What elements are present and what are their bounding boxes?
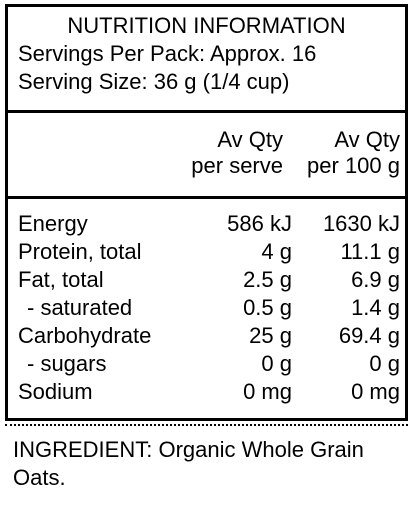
nutrient-per-100g: 0 mg <box>351 379 400 404</box>
per-100g-line2: per 100 g <box>307 153 400 178</box>
dotted-separator <box>5 424 408 426</box>
column-header-per-100g: Av Qty per 100 g <box>307 127 400 179</box>
per-serve-line1: Av Qty <box>217 127 283 152</box>
nutrient-per-serve: 0 mg <box>243 379 292 404</box>
nutrient-per-serve: 0 g <box>261 351 292 376</box>
nutrient-name: Energy <box>18 211 88 236</box>
nutrient-per-serve: 586 kJ <box>227 211 292 236</box>
panel-header: NUTRITION INFORMATION Servings Per Pack:… <box>8 7 405 110</box>
ingredients-statement: INGREDIENT: Organic Whole Grain Oats. <box>13 437 364 490</box>
column-header-per-serve: Av Qty per serve <box>191 127 283 179</box>
nutrient-row-sugars: - sugars 0 g 0 g <box>8 350 405 378</box>
nutrient-row-sodium: Sodium 0 mg 0 mg <box>8 378 405 406</box>
nutrient-per-100g: 1.4 g <box>351 295 400 320</box>
nutrient-row-carbohydrate: Carbohydrate 25 g 69.4 g <box>8 322 405 350</box>
nutrient-per-serve: 2.5 g <box>243 267 292 292</box>
nutrient-per-serve: 0.5 g <box>243 295 292 320</box>
header-divider <box>8 110 405 113</box>
nutrient-name: Protein, total <box>18 239 142 264</box>
nutrient-per-serve: 4 g <box>261 239 292 264</box>
nutrient-name: Fat, total <box>18 267 104 292</box>
nutrient-name: - sugars <box>27 351 107 376</box>
nutrition-panel: NUTRITION INFORMATION Servings Per Pack:… <box>5 4 408 421</box>
nutrient-row-fat: Fat, total 2.5 g 6.9 g <box>8 266 405 294</box>
panel-title: NUTRITION INFORMATION <box>67 13 346 38</box>
nutrient-per-100g: 6.9 g <box>351 267 400 292</box>
nutrient-name: Sodium <box>18 379 93 404</box>
servings-per-pack: Servings Per Pack: Approx. 16 <box>18 41 317 66</box>
nutrient-row-protein: Protein, total 4 g 11.1 g <box>8 238 405 266</box>
nutrient-name: - saturated <box>27 295 133 320</box>
nutrient-row-saturated: - saturated 0.5 g 1.4 g <box>8 294 405 322</box>
columns-divider <box>8 196 405 199</box>
nutrient-per-100g: 0 g <box>369 351 400 376</box>
nutrient-per-100g: 1630 kJ <box>322 211 400 236</box>
nutrient-per-serve: 25 g <box>249 323 292 348</box>
per-serve-line2: per serve <box>191 153 283 178</box>
nutrient-per-100g: 69.4 g <box>338 323 400 348</box>
nutrient-row-energy: Energy 586 kJ 1630 kJ <box>8 210 405 238</box>
nutrient-per-100g: 11.1 g <box>340 239 400 264</box>
per-100g-line1: Av Qty <box>334 127 400 152</box>
serving-size: Serving Size: 36 g (1/4 cup) <box>18 69 290 94</box>
nutrient-name: Carbohydrate <box>18 323 152 348</box>
